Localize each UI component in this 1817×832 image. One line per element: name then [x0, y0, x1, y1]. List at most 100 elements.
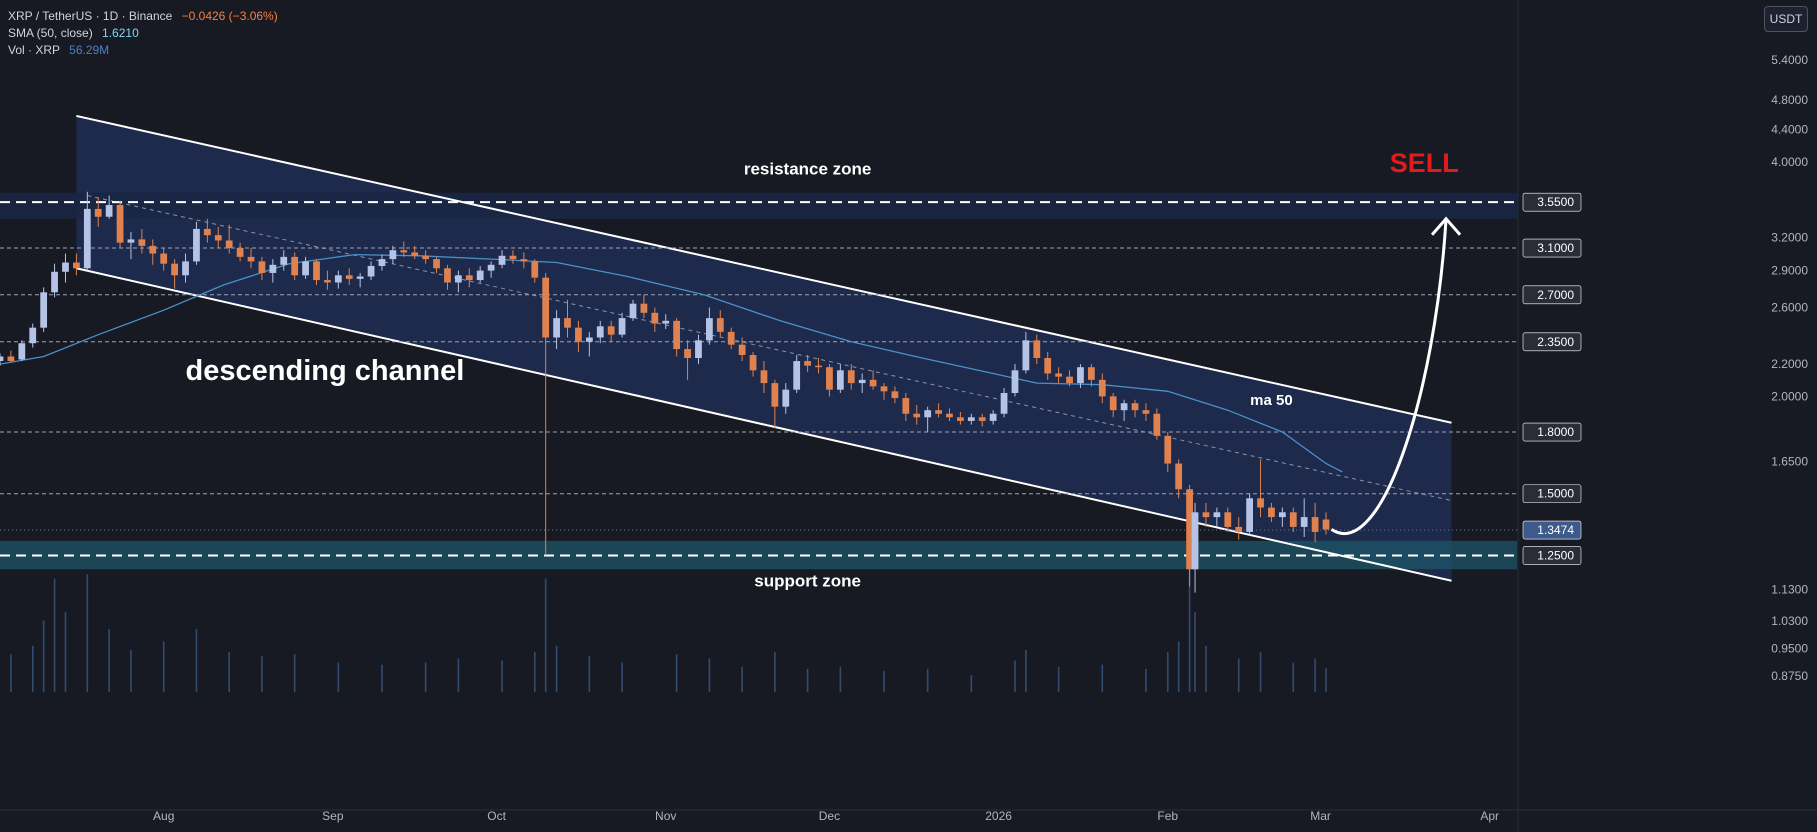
candle-body — [924, 410, 932, 418]
price-levels-layer — [0, 201, 1517, 557]
candle-body — [280, 256, 288, 265]
price-level-label: 2.7000 — [1537, 288, 1574, 302]
volume-bar — [1292, 662, 1295, 692]
price-level-label: 1.2500 — [1537, 548, 1574, 562]
candle-body — [695, 340, 702, 359]
time-tick-label: Oct — [487, 809, 506, 823]
legend-symbol-row[interactable]: XRP / TetherUS · 1D · Binance −0.0426 (−… — [8, 8, 278, 25]
channel-upper-line — [76, 114, 1452, 424]
price-tick-label: 2.0000 — [1771, 389, 1808, 403]
candle-body — [1246, 498, 1253, 532]
candle-body — [1077, 367, 1084, 384]
volume-bar — [1057, 666, 1060, 692]
candle-body — [1300, 517, 1308, 527]
volume-bar — [130, 650, 132, 692]
candle-body — [367, 265, 375, 277]
price-level-box — [1522, 192, 1582, 212]
candle-body — [946, 413, 953, 418]
candle-body — [869, 379, 877, 387]
candle-body — [334, 275, 342, 283]
price-tick-label: 2.9000 — [1771, 264, 1808, 278]
candle-body — [454, 275, 462, 283]
candle-body — [400, 250, 408, 253]
price-level-label: 2.3500 — [1537, 335, 1574, 349]
candle-body — [378, 259, 386, 266]
candle-body — [291, 256, 299, 276]
volume-bar — [261, 656, 263, 692]
descending-channel-label: descending channel — [186, 355, 465, 387]
time-axis[interactable]: Aug Sep Oct Nov Dec 2026 Feb Mar Apr — [0, 809, 1817, 823]
candle-body — [73, 262, 80, 269]
volume-bar — [1166, 652, 1169, 692]
candle-body — [662, 320, 670, 324]
symbol-title: XRP / TetherUS · 1D · Binance — [8, 9, 173, 23]
projection-arrow-head — [1430, 216, 1462, 236]
volume-bar — [675, 654, 678, 692]
currency-button[interactable]: USDT — [1764, 6, 1808, 32]
price-tick-label: 1.1300 — [1771, 583, 1808, 597]
candle-body — [127, 239, 135, 243]
candle-body — [389, 250, 397, 260]
sell-label: SELL — [1390, 148, 1459, 178]
volume-bar — [544, 578, 547, 692]
candle-body — [356, 276, 364, 279]
candle-body — [629, 303, 637, 319]
legend-sma-row[interactable]: SMA (50, close) 1.6210 — [8, 25, 278, 42]
price-level-box — [1522, 422, 1582, 442]
legend-volume-row[interactable]: Vol · XRP 56.29M — [8, 42, 278, 59]
candle-body — [0, 356, 4, 362]
price-level-box — [1522, 520, 1582, 540]
candle-body — [880, 386, 888, 392]
candle-body — [258, 261, 266, 273]
candle-body — [182, 261, 189, 276]
volume-label: Vol · XRP — [8, 43, 60, 57]
candle-body — [1322, 519, 1330, 530]
candle-body — [596, 326, 604, 338]
volume-bar — [86, 574, 89, 692]
candle-body — [345, 275, 353, 279]
price-level-label: 1.8000 — [1537, 425, 1574, 439]
candle-body — [847, 370, 855, 384]
candle-body — [553, 318, 560, 338]
channel-mid-line — [87, 195, 1452, 502]
time-tick-label: Sep — [322, 809, 344, 823]
price-axis[interactable]: 6.00005.40004.80004.40004.00003.20002.90… — [1517, 0, 1817, 832]
price-level-label: 1.3474 — [1537, 523, 1574, 537]
candle-body — [836, 370, 844, 390]
candle-body — [1087, 367, 1095, 380]
sma-layer — [0, 253, 1343, 473]
candle-body — [1278, 512, 1286, 518]
price-level-box — [1522, 546, 1582, 565]
price-tick-label: 4.0000 — [1771, 155, 1808, 169]
chart-legend: XRP / TetherUS · 1D · Binance −0.0426 (−… — [8, 8, 278, 59]
volume-bar — [1237, 658, 1240, 692]
candle-body — [1257, 498, 1264, 508]
candle-body — [902, 398, 910, 414]
time-tick-label: Feb — [1157, 809, 1178, 823]
candle-body — [1055, 373, 1063, 377]
candle-body — [29, 327, 37, 344]
candle-body — [62, 262, 69, 272]
volume-bar — [381, 664, 383, 692]
candle-body — [1186, 489, 1193, 570]
volume-bar — [883, 671, 885, 692]
candle-body — [1268, 507, 1275, 518]
support-zone-label: support zone — [754, 572, 861, 591]
candle-body — [651, 312, 659, 324]
candle-body — [302, 261, 309, 276]
candle-body — [727, 331, 735, 345]
volume-bar — [1194, 612, 1196, 692]
price-tick-label: 3.2000 — [1771, 230, 1808, 244]
candle-body — [1224, 512, 1232, 527]
price-tick-label: 1.6500 — [1771, 454, 1808, 468]
volume-bar — [501, 660, 503, 692]
volume-bar — [1014, 660, 1016, 692]
volume-bar — [53, 578, 56, 692]
volume-bar — [64, 612, 67, 692]
candle-body — [193, 228, 200, 262]
volume-value: 56.29M — [69, 43, 110, 57]
price-tick-label: 0.9500 — [1771, 641, 1808, 655]
candle-body — [476, 270, 484, 281]
candle-body — [40, 292, 48, 328]
